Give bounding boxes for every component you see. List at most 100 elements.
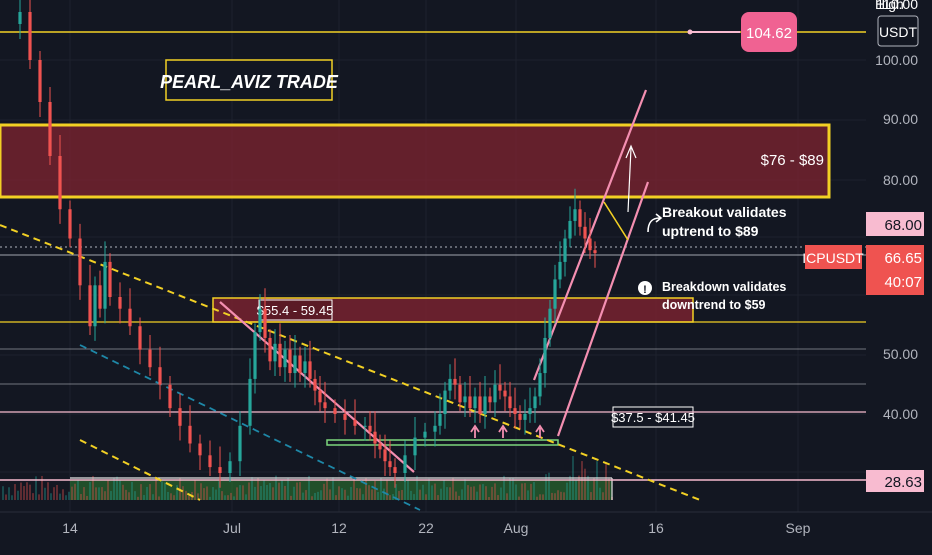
candle[interactable] (303, 361, 307, 374)
candle[interactable] (248, 378, 252, 426)
currency-badge[interactable] (877, 15, 919, 47)
candle[interactable] (528, 408, 532, 414)
candle[interactable] (573, 209, 577, 221)
candle[interactable] (548, 308, 552, 338)
candle[interactable] (138, 326, 142, 350)
candle[interactable] (383, 449, 387, 462)
breakout-flag-line (603, 201, 629, 241)
candle[interactable] (318, 390, 322, 403)
candle[interactable] (513, 408, 517, 414)
candle[interactable] (168, 384, 172, 409)
candle[interactable] (568, 220, 572, 239)
candle[interactable] (538, 373, 542, 397)
candle[interactable] (268, 337, 272, 362)
target-price-badge[interactable] (741, 12, 797, 52)
candle[interactable] (98, 285, 102, 309)
candle[interactable] (463, 396, 467, 403)
candle[interactable] (68, 209, 72, 239)
candle[interactable] (158, 367, 162, 385)
candle[interactable] (228, 461, 232, 473)
candle[interactable] (393, 467, 397, 473)
candle[interactable] (128, 308, 132, 327)
candle[interactable] (278, 343, 282, 368)
candle[interactable] (503, 390, 507, 397)
candle[interactable] (368, 425, 372, 432)
candle[interactable] (258, 308, 262, 333)
candle[interactable] (108, 261, 112, 297)
candle[interactable] (93, 285, 97, 327)
volume-bar (338, 486, 340, 500)
candle[interactable] (218, 467, 222, 473)
candle[interactable] (363, 425, 367, 427)
candle[interactable] (28, 12, 32, 60)
volume-bar (533, 482, 535, 500)
candle[interactable] (433, 425, 437, 432)
y-tick-label: 40.00 (883, 406, 918, 422)
candle[interactable] (583, 226, 587, 239)
candle[interactable] (508, 396, 512, 409)
candle[interactable] (423, 431, 427, 438)
candle[interactable] (533, 396, 537, 409)
candle[interactable] (88, 285, 92, 327)
candle[interactable] (58, 156, 62, 210)
candle[interactable] (178, 408, 182, 426)
candle[interactable] (38, 60, 42, 102)
candle[interactable] (373, 431, 377, 444)
candle[interactable] (288, 349, 292, 374)
candle[interactable] (438, 414, 442, 426)
candle[interactable] (378, 443, 382, 450)
candle[interactable] (103, 261, 107, 309)
candle[interactable] (118, 297, 122, 309)
candle[interactable] (593, 250, 597, 254)
candle[interactable] (48, 102, 52, 156)
candle[interactable] (578, 209, 582, 227)
candle[interactable] (323, 402, 327, 409)
candle[interactable] (468, 396, 472, 409)
candle[interactable] (298, 355, 302, 374)
candle[interactable] (263, 308, 267, 338)
candle[interactable] (208, 455, 212, 468)
volume-bar (356, 488, 358, 500)
candle[interactable] (553, 279, 557, 309)
volume-bar (29, 484, 31, 500)
candle[interactable] (403, 455, 407, 473)
candle[interactable] (478, 396, 482, 414)
candle[interactable] (523, 414, 527, 420)
candle[interactable] (148, 349, 152, 368)
candle[interactable] (448, 378, 452, 391)
candle[interactable] (198, 443, 202, 456)
candle[interactable] (453, 378, 457, 385)
candle[interactable] (458, 384, 462, 403)
candle[interactable] (253, 332, 257, 379)
candle[interactable] (558, 261, 562, 280)
candle[interactable] (498, 384, 502, 391)
candle[interactable] (293, 355, 297, 374)
candle[interactable] (493, 384, 497, 403)
candle[interactable] (473, 396, 477, 409)
candle[interactable] (563, 238, 567, 262)
candle[interactable] (488, 396, 492, 403)
candle[interactable] (308, 361, 312, 379)
candle[interactable] (443, 390, 447, 414)
candle[interactable] (388, 461, 392, 468)
candle[interactable] (238, 425, 242, 462)
candle[interactable] (273, 343, 277, 362)
candle[interactable] (413, 437, 417, 456)
volume-bar (455, 491, 457, 500)
volume-bar (392, 494, 394, 500)
candle[interactable] (543, 337, 547, 374)
candle[interactable] (18, 12, 22, 24)
candle[interactable] (353, 419, 357, 426)
candle[interactable] (78, 238, 82, 286)
candle[interactable] (343, 414, 347, 420)
candle[interactable] (313, 378, 317, 391)
candle[interactable] (483, 396, 487, 414)
candle[interactable] (333, 408, 337, 414)
candle[interactable] (588, 238, 592, 251)
zone-76-89[interactable] (0, 123, 831, 199)
candle[interactable] (283, 349, 287, 368)
candle[interactable] (518, 414, 522, 420)
candle[interactable] (188, 425, 192, 444)
